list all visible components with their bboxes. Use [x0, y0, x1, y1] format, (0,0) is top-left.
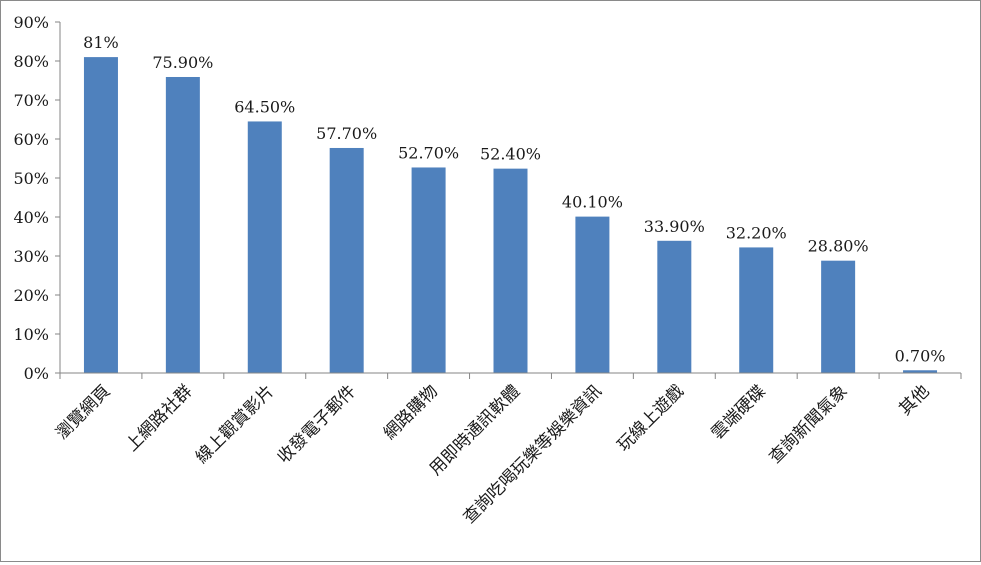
- data-label: 52.70%: [398, 143, 459, 162]
- data-label: 57.70%: [316, 124, 377, 143]
- data-label: 40.10%: [562, 193, 623, 212]
- data-label: 33.90%: [644, 217, 705, 236]
- bar: [83, 57, 118, 373]
- bar: [903, 370, 938, 373]
- data-labels: 81% 75.90% 64.50% 57.70% 52.70% 52.40% 40.10% 3…: [83, 33, 945, 365]
- y-tick-label: 60%: [13, 130, 49, 149]
- y-tick-label: 0%: [24, 364, 49, 383]
- category-label: 瀏覽網頁: [52, 381, 114, 443]
- y-tick-label: 20%: [13, 286, 49, 305]
- bar: [493, 168, 528, 373]
- category-label: 雲端硬碟: [708, 381, 770, 443]
- category-label: 線上觀賞影片: [192, 381, 278, 467]
- bar: [821, 260, 856, 373]
- y-tick-label: 30%: [13, 247, 49, 266]
- data-label: 28.80%: [808, 237, 869, 256]
- y-tick-label: 50%: [13, 169, 49, 188]
- category-label: 其他: [895, 381, 933, 419]
- bar: [575, 216, 610, 373]
- bar: [329, 147, 364, 373]
- data-label: 64.50%: [234, 97, 295, 116]
- data-label: 52.40%: [480, 145, 541, 164]
- category-label: 上網路社群: [122, 381, 196, 455]
- bar: [411, 167, 446, 373]
- y-axis: 0% 10% 20% 30% 40% 50% 60% 70% 80% 90%: [13, 13, 61, 383]
- y-tick-label: 10%: [13, 325, 49, 344]
- data-label: 0.70%: [895, 346, 946, 365]
- category-label: 網路購物: [380, 381, 442, 443]
- y-tick-label: 40%: [13, 208, 49, 227]
- data-label: 75.90%: [152, 53, 213, 72]
- y-tick-label: 70%: [13, 91, 49, 110]
- category-label: 玩線上遊戲: [614, 381, 688, 455]
- category-label: 收發電子郵件: [274, 381, 360, 467]
- bars: [83, 57, 938, 374]
- data-label: 32.20%: [726, 223, 787, 242]
- y-tick-label: 90%: [13, 13, 49, 32]
- category-label: 查詢新聞氣象: [765, 381, 851, 467]
- y-tick-label: 80%: [13, 52, 49, 71]
- bar: [739, 247, 774, 373]
- bar: [247, 121, 282, 373]
- category-label: 查詢吃喝玩樂等娛樂資訊: [460, 381, 606, 527]
- bar: [657, 240, 692, 373]
- data-label: 81%: [83, 33, 119, 52]
- bar: [165, 76, 200, 374]
